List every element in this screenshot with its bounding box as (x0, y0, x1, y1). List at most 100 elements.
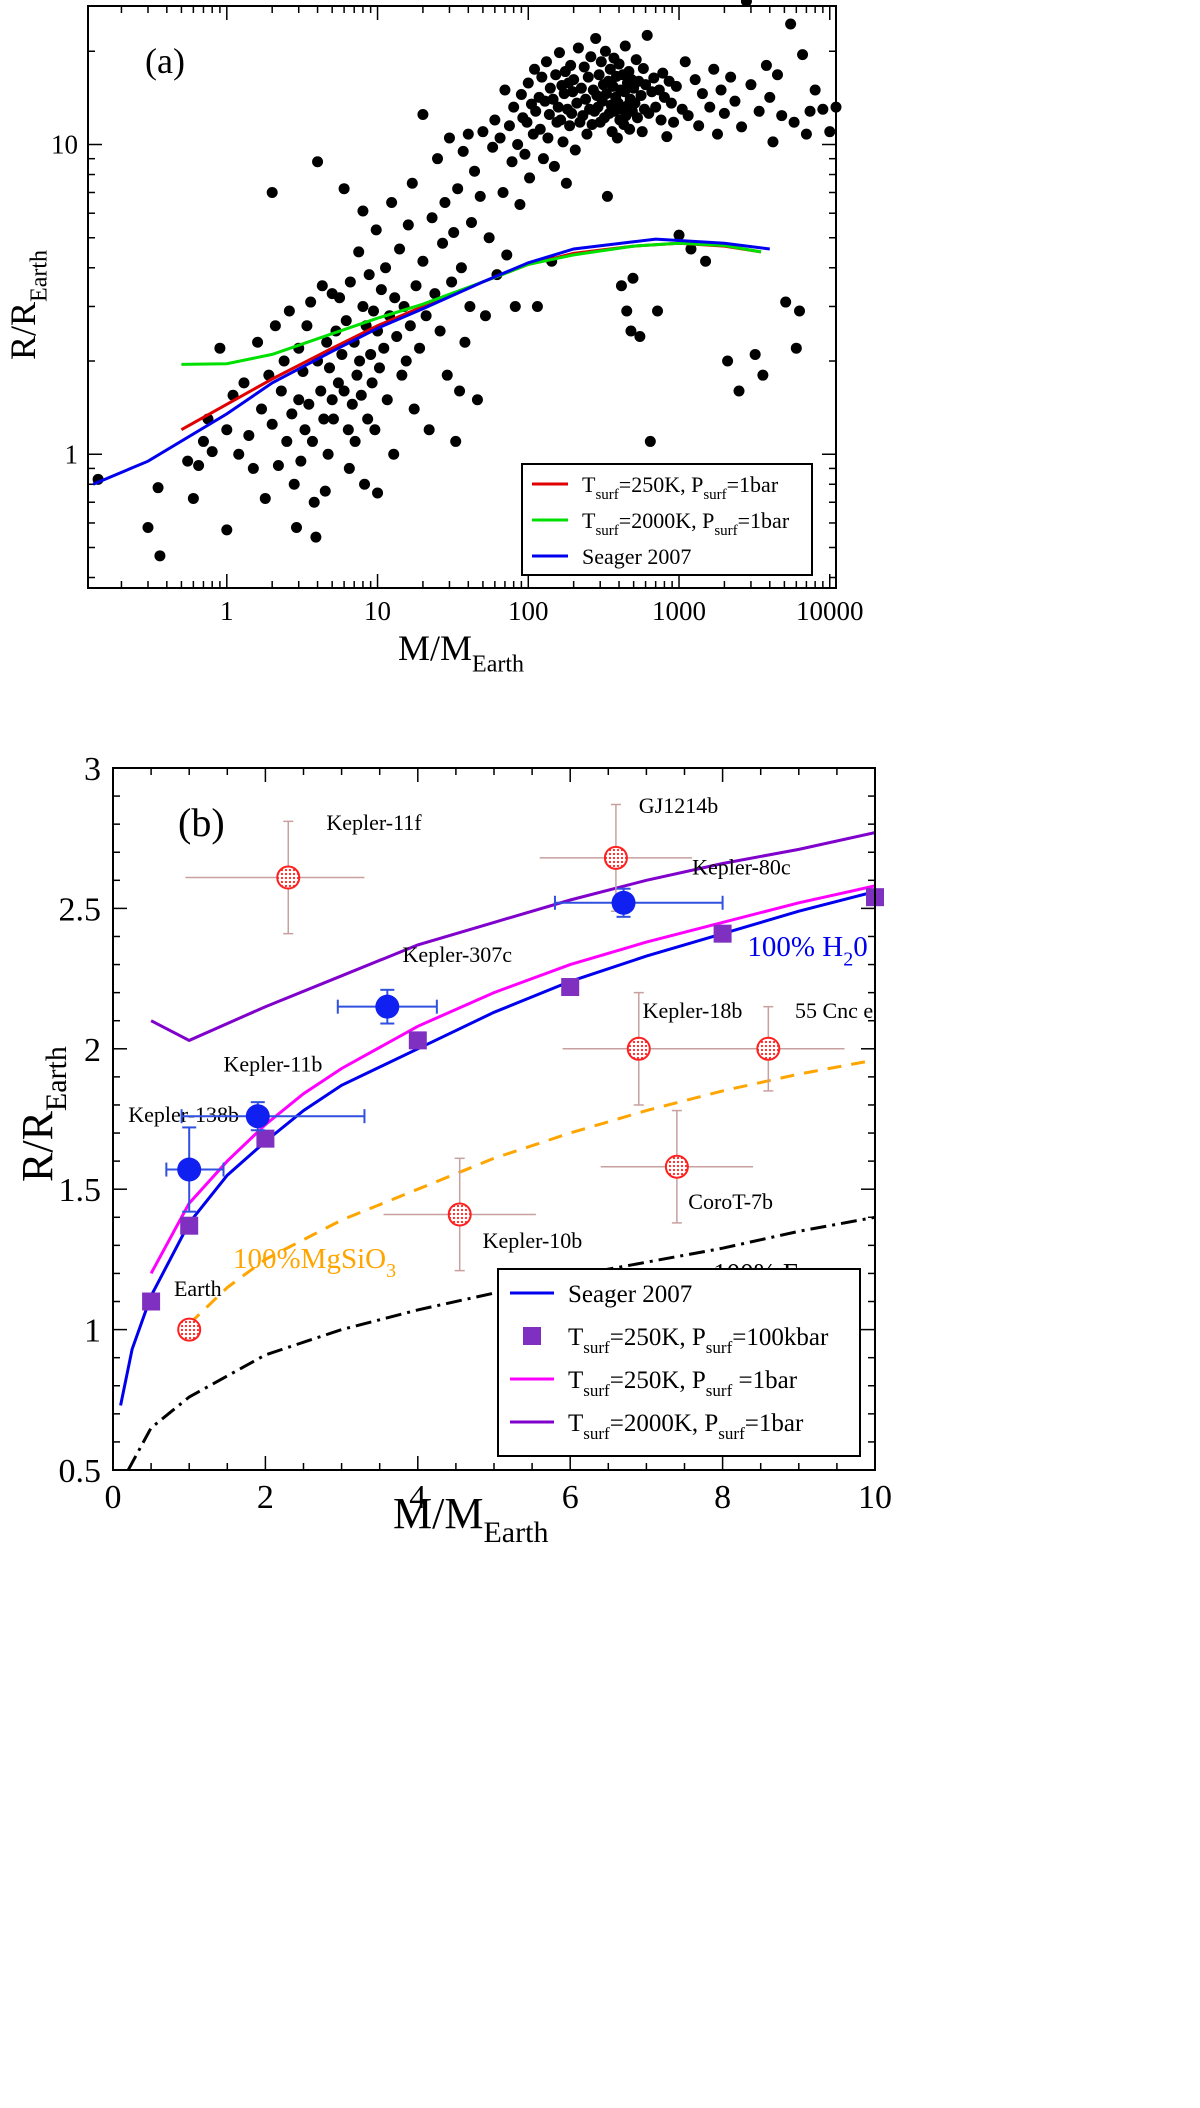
data-point (722, 355, 734, 367)
model-square (561, 978, 580, 997)
data-point (338, 183, 350, 195)
data-point (452, 183, 464, 195)
planet-label: 55 Cnc e (795, 998, 873, 1023)
data-point (359, 478, 371, 490)
data-point (221, 424, 233, 436)
data-point (266, 186, 278, 198)
data-point (553, 47, 565, 59)
data-point (524, 172, 536, 184)
data-point (367, 305, 379, 317)
model-lines (119, 831, 875, 1470)
data-point (256, 403, 268, 415)
subscript: surf (595, 487, 618, 503)
model-square (256, 1129, 275, 1148)
planet-label: Kepler-18b (643, 998, 743, 1023)
data-point (286, 408, 298, 420)
data-point (446, 276, 458, 288)
data-point (558, 88, 570, 100)
data-point (182, 455, 194, 467)
data-point (389, 292, 401, 304)
data-point (704, 101, 716, 113)
data-point (514, 199, 526, 211)
data-point (668, 116, 680, 128)
data-point (404, 320, 416, 332)
data-point (621, 305, 633, 317)
text-part: =1bar (738, 508, 790, 533)
data-point (293, 394, 305, 406)
data-point (566, 107, 578, 119)
text-part: T (568, 1324, 583, 1351)
y-axis-label: R/REarth (13, 1046, 73, 1182)
data-point (800, 128, 812, 140)
data-point (572, 42, 584, 54)
data-point (534, 123, 546, 135)
observed-planet-marker (375, 994, 400, 1019)
data-point (315, 385, 327, 397)
data-point (365, 348, 377, 360)
data-point (575, 82, 587, 94)
data-point (637, 62, 649, 74)
data-point (736, 121, 748, 133)
data-point (369, 424, 381, 436)
data-point (771, 69, 783, 81)
text-part: Seager 2007 (582, 544, 691, 569)
data-point (790, 342, 802, 354)
x-axis-label: M/MEarth (393, 1489, 548, 1549)
data-point (619, 86, 631, 98)
data-point (679, 56, 691, 68)
x-tick-label: 1000 (652, 596, 706, 626)
data-point (332, 377, 344, 389)
data-point (391, 330, 403, 342)
data-point (729, 95, 741, 107)
data-point (521, 116, 533, 128)
data-point (788, 116, 800, 128)
planet-label: Kepler-11b (223, 1051, 322, 1076)
data-point (318, 413, 330, 425)
data-point (142, 522, 154, 534)
data-point (764, 91, 776, 103)
legend-label: Tsurf=2000K, Psurf=1bar (582, 508, 790, 539)
data-point (326, 394, 338, 406)
subscript: surf (595, 523, 618, 539)
data-point (423, 424, 435, 436)
data-point (555, 114, 567, 126)
data-point (370, 224, 382, 236)
data-point (585, 51, 597, 63)
data-point (414, 342, 426, 354)
planet-label: Earth (174, 1276, 222, 1301)
text-part: =250K, P (610, 1324, 706, 1351)
subscript: Earth (40, 1046, 73, 1111)
data-point (503, 120, 515, 132)
data-point (322, 448, 334, 460)
data-point (670, 80, 682, 92)
data-point (582, 71, 594, 83)
data-point (537, 153, 549, 165)
text-part: =1bar (727, 472, 779, 497)
data-point (630, 54, 642, 66)
data-point (565, 59, 577, 71)
data-point (519, 148, 531, 160)
y-tick-label: 3 (84, 751, 101, 788)
text-part: R/R (13, 1110, 62, 1182)
data-point (615, 280, 627, 292)
text-part: R/R (3, 302, 43, 360)
data-point (757, 369, 769, 381)
data-point (580, 93, 592, 105)
text-part: T (568, 1410, 583, 1437)
data-point (386, 196, 398, 208)
data-point (443, 132, 455, 144)
data-point (469, 165, 481, 177)
y-axis-label-group: R/REarth (3, 250, 53, 360)
data-point (471, 394, 483, 406)
y-axis-label-group: R/REarth (13, 1046, 73, 1182)
data-point (797, 49, 809, 61)
data-point (441, 369, 453, 381)
panel-label: (b) (178, 800, 225, 845)
subscript: Earth (27, 250, 53, 302)
panel-a: 1 10 100 1000 10000110(a)M/MEarthR/REarthTsu… (3, 0, 864, 678)
annotation: 100%MgSiO3 (233, 1243, 396, 1282)
data-point (316, 280, 328, 292)
data-point (402, 219, 414, 231)
x-tick-label: 4 (409, 1479, 426, 1516)
text-part: =100kbar (732, 1324, 829, 1351)
